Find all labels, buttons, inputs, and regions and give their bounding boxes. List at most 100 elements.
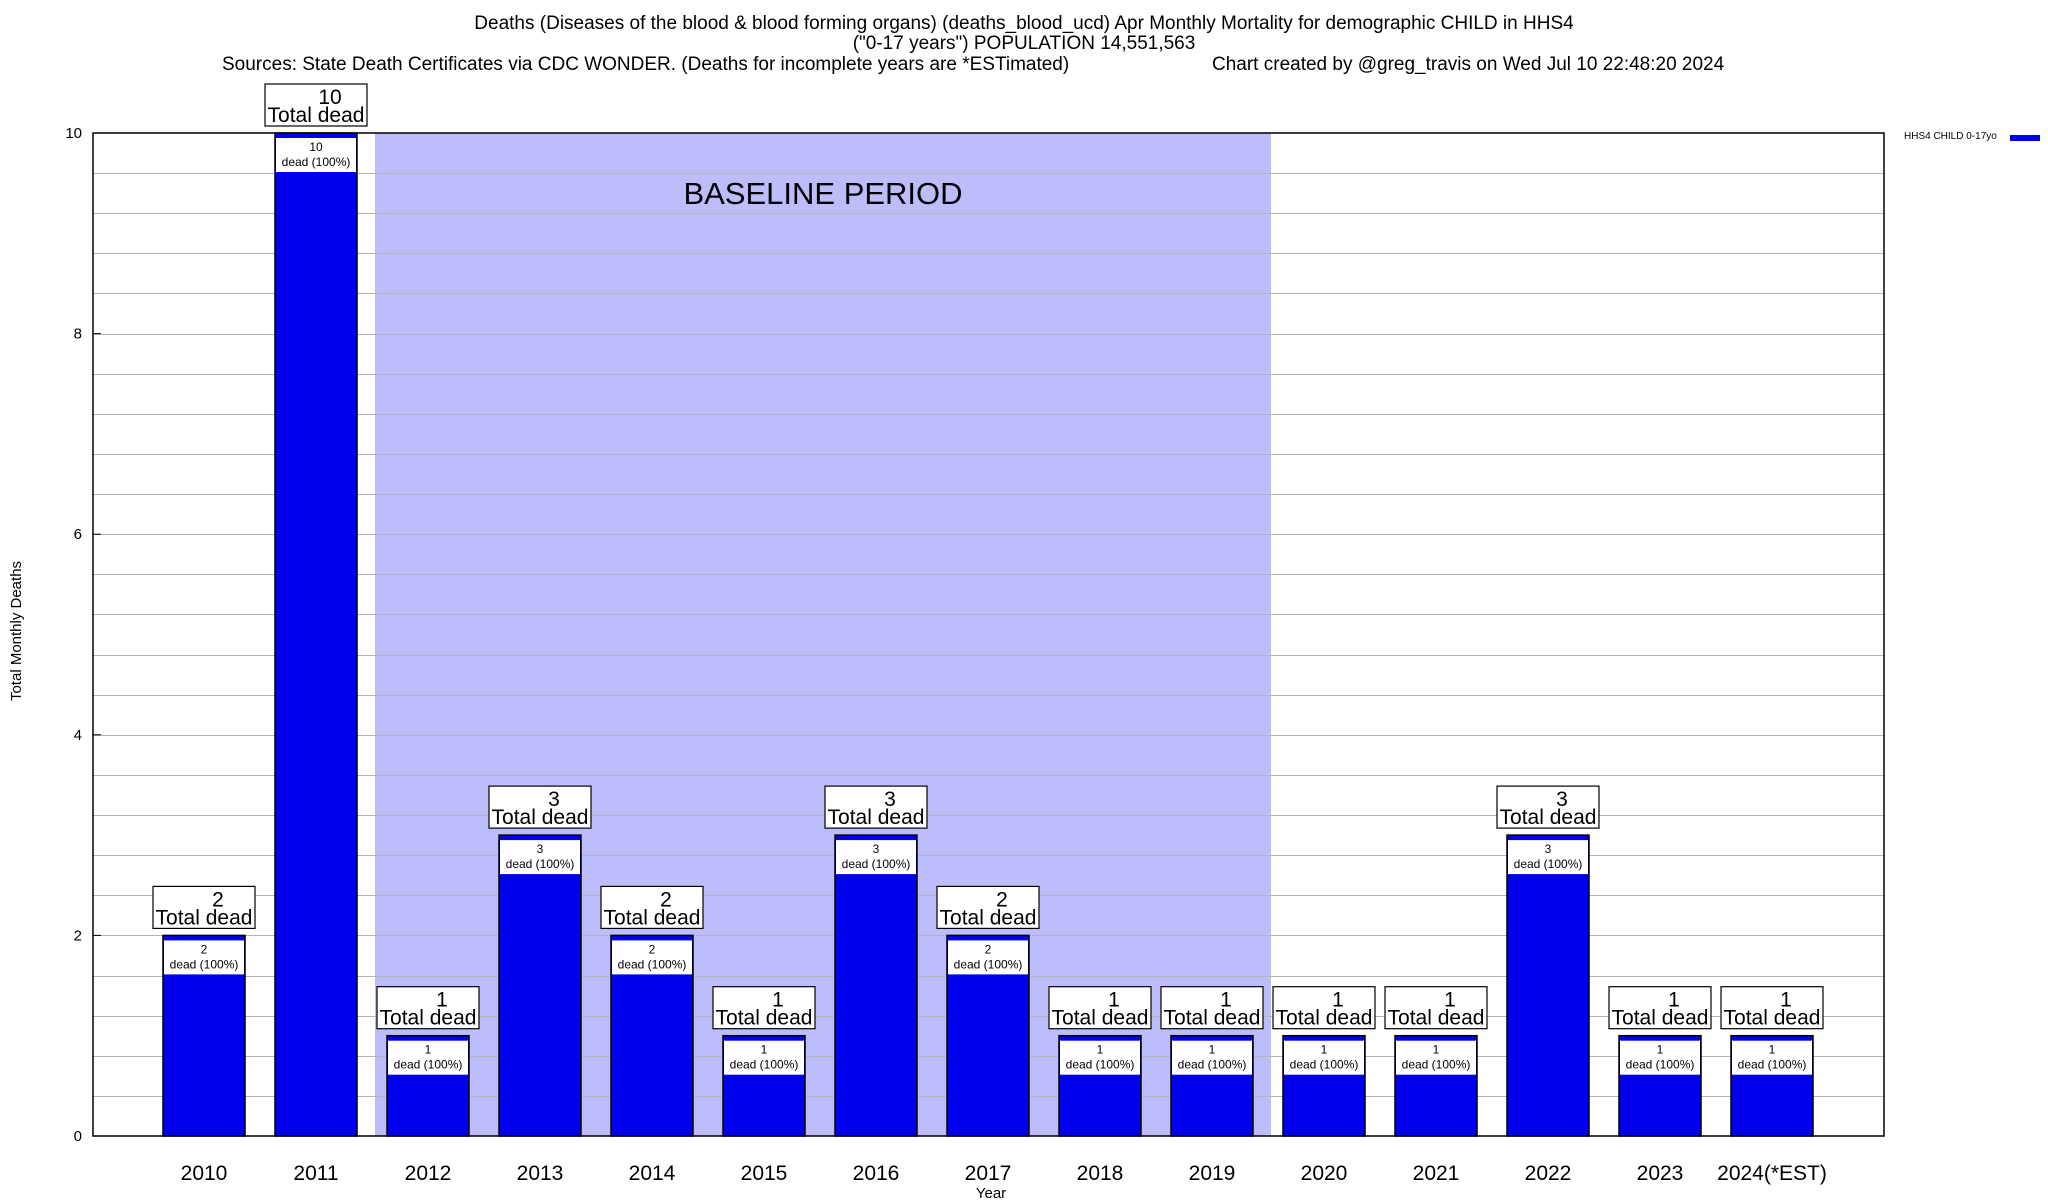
total-value-label: 1	[772, 989, 784, 1012]
x-tick-label: 2013	[517, 1162, 564, 1185]
x-tick-label: 2014	[629, 1162, 676, 1185]
bar-inner-label-box	[1060, 1040, 1140, 1075]
bar-inner-value-label: 1	[1321, 1043, 1328, 1057]
chart-credit: Chart created by @greg_travis on Wed Jul…	[1212, 54, 1725, 75]
baseline-period-label: BASELINE PERIOD	[683, 176, 962, 211]
y-tick-label: 0	[74, 1128, 82, 1145]
total-label-box	[1720, 986, 1824, 1030]
bar-inner-percent-label: dead (100%)	[1178, 1058, 1247, 1072]
bar-inner-percent-label: dead (100%)	[394, 1058, 463, 1072]
total-label-box	[1384, 986, 1488, 1030]
x-tick-label: 2017	[965, 1162, 1012, 1185]
x-tick-label: 2022	[1525, 1162, 1572, 1185]
total-dead-label: Total dead	[492, 806, 589, 829]
bar-inner-percent-label: dead (100%)	[1290, 1058, 1359, 1072]
bar-inner-value-label: 2	[985, 942, 992, 956]
bar-inner-percent-label: dead (100%)	[954, 957, 1023, 971]
bar-inner-percent-label: dead (100%)	[730, 1058, 799, 1072]
bar-inner-value-label: 3	[1545, 842, 1552, 856]
bar-inner-value-label: 3	[537, 842, 544, 856]
x-tick-label: 2021	[1413, 1162, 1460, 1185]
total-label-box	[936, 885, 1040, 930]
bar-inner-percent-label: dead (100%)	[842, 857, 911, 871]
bar-inner-value-label: 1	[1769, 1043, 1776, 1057]
total-dead-label: Total dead	[1164, 1007, 1261, 1030]
y-tick-label: 2	[74, 927, 82, 944]
x-tick-label: 2018	[1077, 1162, 1124, 1185]
bar-inner-value-label: 10	[309, 140, 323, 154]
bar-inner-label-box	[500, 840, 580, 875]
bar-inner-label-box	[164, 940, 244, 975]
total-value-label: 10	[318, 86, 341, 109]
total-label-box	[1160, 986, 1264, 1030]
total-value-label: 1	[1668, 989, 1680, 1012]
bar-inner-label-box	[724, 1040, 804, 1075]
x-tick-label: 2015	[741, 1162, 788, 1185]
legend-swatch	[2010, 135, 2040, 141]
bar-inner-percent-label: dead (100%)	[170, 957, 239, 971]
plot-frame	[92, 132, 1885, 1137]
x-axis-label: Year	[976, 1185, 1006, 1200]
bar-inner-value-label: 2	[649, 942, 656, 956]
total-value-label: 2	[996, 888, 1008, 911]
y-tick-label: 6	[74, 526, 82, 543]
bar-inner-label-box	[1172, 1040, 1252, 1075]
bar-inner-value-label: 1	[1657, 1043, 1664, 1057]
total-label-box	[1496, 785, 1600, 829]
total-label-box	[376, 986, 480, 1030]
baseline-band-layer: BASELINE PERIOD	[375, 133, 1271, 1136]
total-value-label: 1	[436, 989, 448, 1012]
y-tick-label: 10	[65, 125, 82, 142]
total-value-label: 3	[1556, 788, 1568, 811]
bar-inner-percent-label: dead (100%)	[1066, 1058, 1135, 1072]
bar-inner-label-box	[948, 940, 1028, 975]
total-label-box	[712, 986, 816, 1030]
bar-inner-label-box	[612, 940, 692, 975]
total-label-box	[488, 785, 592, 829]
total-dead-label: Total dead	[268, 104, 365, 127]
bar	[1506, 834, 1590, 1137]
x-tick-label: 2016	[853, 1162, 900, 1185]
total-label-box	[152, 885, 256, 930]
x-tick-label: 2011	[293, 1162, 338, 1185]
legend-label: HHS4 CHILD 0-17yo	[1904, 131, 1997, 142]
total-dead-label: Total dead	[604, 906, 701, 929]
total-value-label: 1	[1780, 989, 1792, 1012]
total-dead-label: Total dead	[380, 1007, 477, 1030]
bar-inner-label-box	[388, 1040, 468, 1075]
bar-inner-percent-label: dead (100%)	[1514, 857, 1583, 871]
x-tick-label: 2020	[1301, 1162, 1348, 1185]
total-label-box	[1272, 986, 1376, 1030]
total-value-label: 3	[548, 788, 560, 811]
total-value-label: 1	[1332, 989, 1344, 1012]
y-axis-label: Total Monthly Deaths	[8, 561, 25, 701]
bar-inner-percent-label: dead (100%)	[618, 957, 687, 971]
total-dead-label: Total dead	[156, 906, 253, 929]
bar-inner-percent-label: dead (100%)	[1738, 1058, 1807, 1072]
bar-inner-value-label: 1	[761, 1043, 768, 1057]
x-tick-label: 2012	[405, 1162, 452, 1185]
axes-layer: 2010 2011 2012 2013 2014 2015 2016 2017 2018 2019…	[65, 125, 1885, 1185]
bar-inner-percent-label: dead (100%)	[1402, 1058, 1471, 1072]
bar-inner-value-label: 1	[1209, 1043, 1216, 1057]
total-value-label: 2	[660, 888, 672, 911]
bar-inner-label-box	[1732, 1040, 1812, 1075]
bar	[274, 132, 358, 1137]
chart-title-line1: Deaths (Diseases of the blood & blood fo…	[474, 13, 1574, 34]
bar-inner-label-box	[1284, 1040, 1364, 1075]
total-dead-label: Total dead	[716, 1007, 813, 1030]
bar-inner-percent-label: dead (100%)	[1626, 1058, 1695, 1072]
total-value-label: 2	[212, 888, 224, 911]
total-label-box	[1608, 986, 1712, 1030]
chart-title-line2: ("0-17 years") POPULATION 14,551,563	[852, 33, 1196, 54]
total-dead-label: Total dead	[1388, 1007, 1485, 1030]
bar-inner-label-box	[1620, 1040, 1700, 1075]
total-dead-label: Total dead	[1612, 1007, 1709, 1030]
total-dead-label: Total dead	[1276, 1007, 1373, 1030]
total-dead-label: Total dead	[1052, 1007, 1149, 1030]
bar	[834, 834, 918, 1137]
bar-inner-label-box	[836, 840, 916, 875]
y-tick-label: 4	[74, 727, 82, 744]
